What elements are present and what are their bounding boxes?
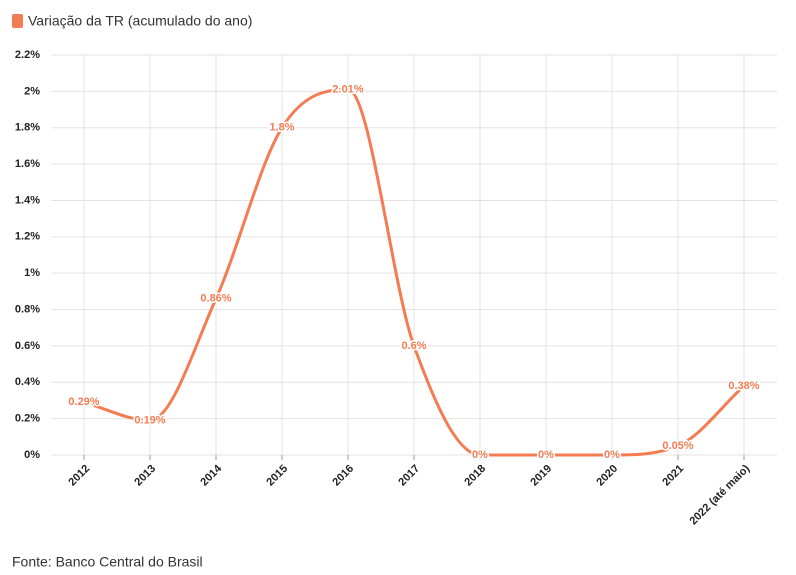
line <box>83 88 746 457</box>
y-tick-label: 1.4% <box>15 194 40 206</box>
data-label: 0% <box>538 449 554 461</box>
y-tick-label: 1.6% <box>15 158 40 170</box>
y-tick-label: 0.6% <box>15 340 40 352</box>
y-tick-label: 1% <box>24 267 40 279</box>
data-label: 0.86% <box>200 293 231 305</box>
x-tick-label: 2015 <box>264 463 290 489</box>
legend-swatch <box>12 14 23 28</box>
source: Fonte: Banco Central do Brasil <box>12 554 203 570</box>
x-tick-label: 2020 <box>594 463 620 489</box>
x-tick-label: 2014 <box>198 462 224 488</box>
y-tick-label: 1.2% <box>15 231 40 243</box>
y-tick-label: 0.8% <box>15 303 40 315</box>
x-tick-label: 2022 (até maio) <box>687 462 752 527</box>
x-tick-label: 2017 <box>396 463 422 489</box>
data-label: 0.05% <box>662 440 693 452</box>
data-label: 0% <box>472 449 488 461</box>
x-tick-label: 2012 <box>66 463 92 489</box>
data-label: 0.6% <box>401 340 426 352</box>
x-tick-label: 2021 <box>660 463 686 489</box>
data-label: 0.38% <box>728 380 759 392</box>
x-tick-label: 2013 <box>132 463 158 489</box>
y-tick-label: 2% <box>24 85 40 97</box>
y-tick-label: 2.2% <box>15 49 40 61</box>
x-tick-label: 2018 <box>462 463 488 489</box>
data-label: 2.01% <box>332 83 363 95</box>
data-label: 1.8% <box>269 122 294 134</box>
y-tick-label: 0.2% <box>15 413 40 425</box>
data-label: 0.29% <box>68 396 99 408</box>
data-label: 0.19% <box>134 414 165 426</box>
x-tick-label: 2016 <box>330 463 356 489</box>
data-label: 0% <box>604 449 620 461</box>
x-tick-label: 2019 <box>528 463 554 489</box>
legend-label: Variação da TR (acumulado do ano) <box>28 13 252 29</box>
y-tick-label: 1.8% <box>15 122 40 134</box>
y-tick-label: 0.4% <box>15 376 40 388</box>
y-tick-label: 0% <box>24 449 40 461</box>
